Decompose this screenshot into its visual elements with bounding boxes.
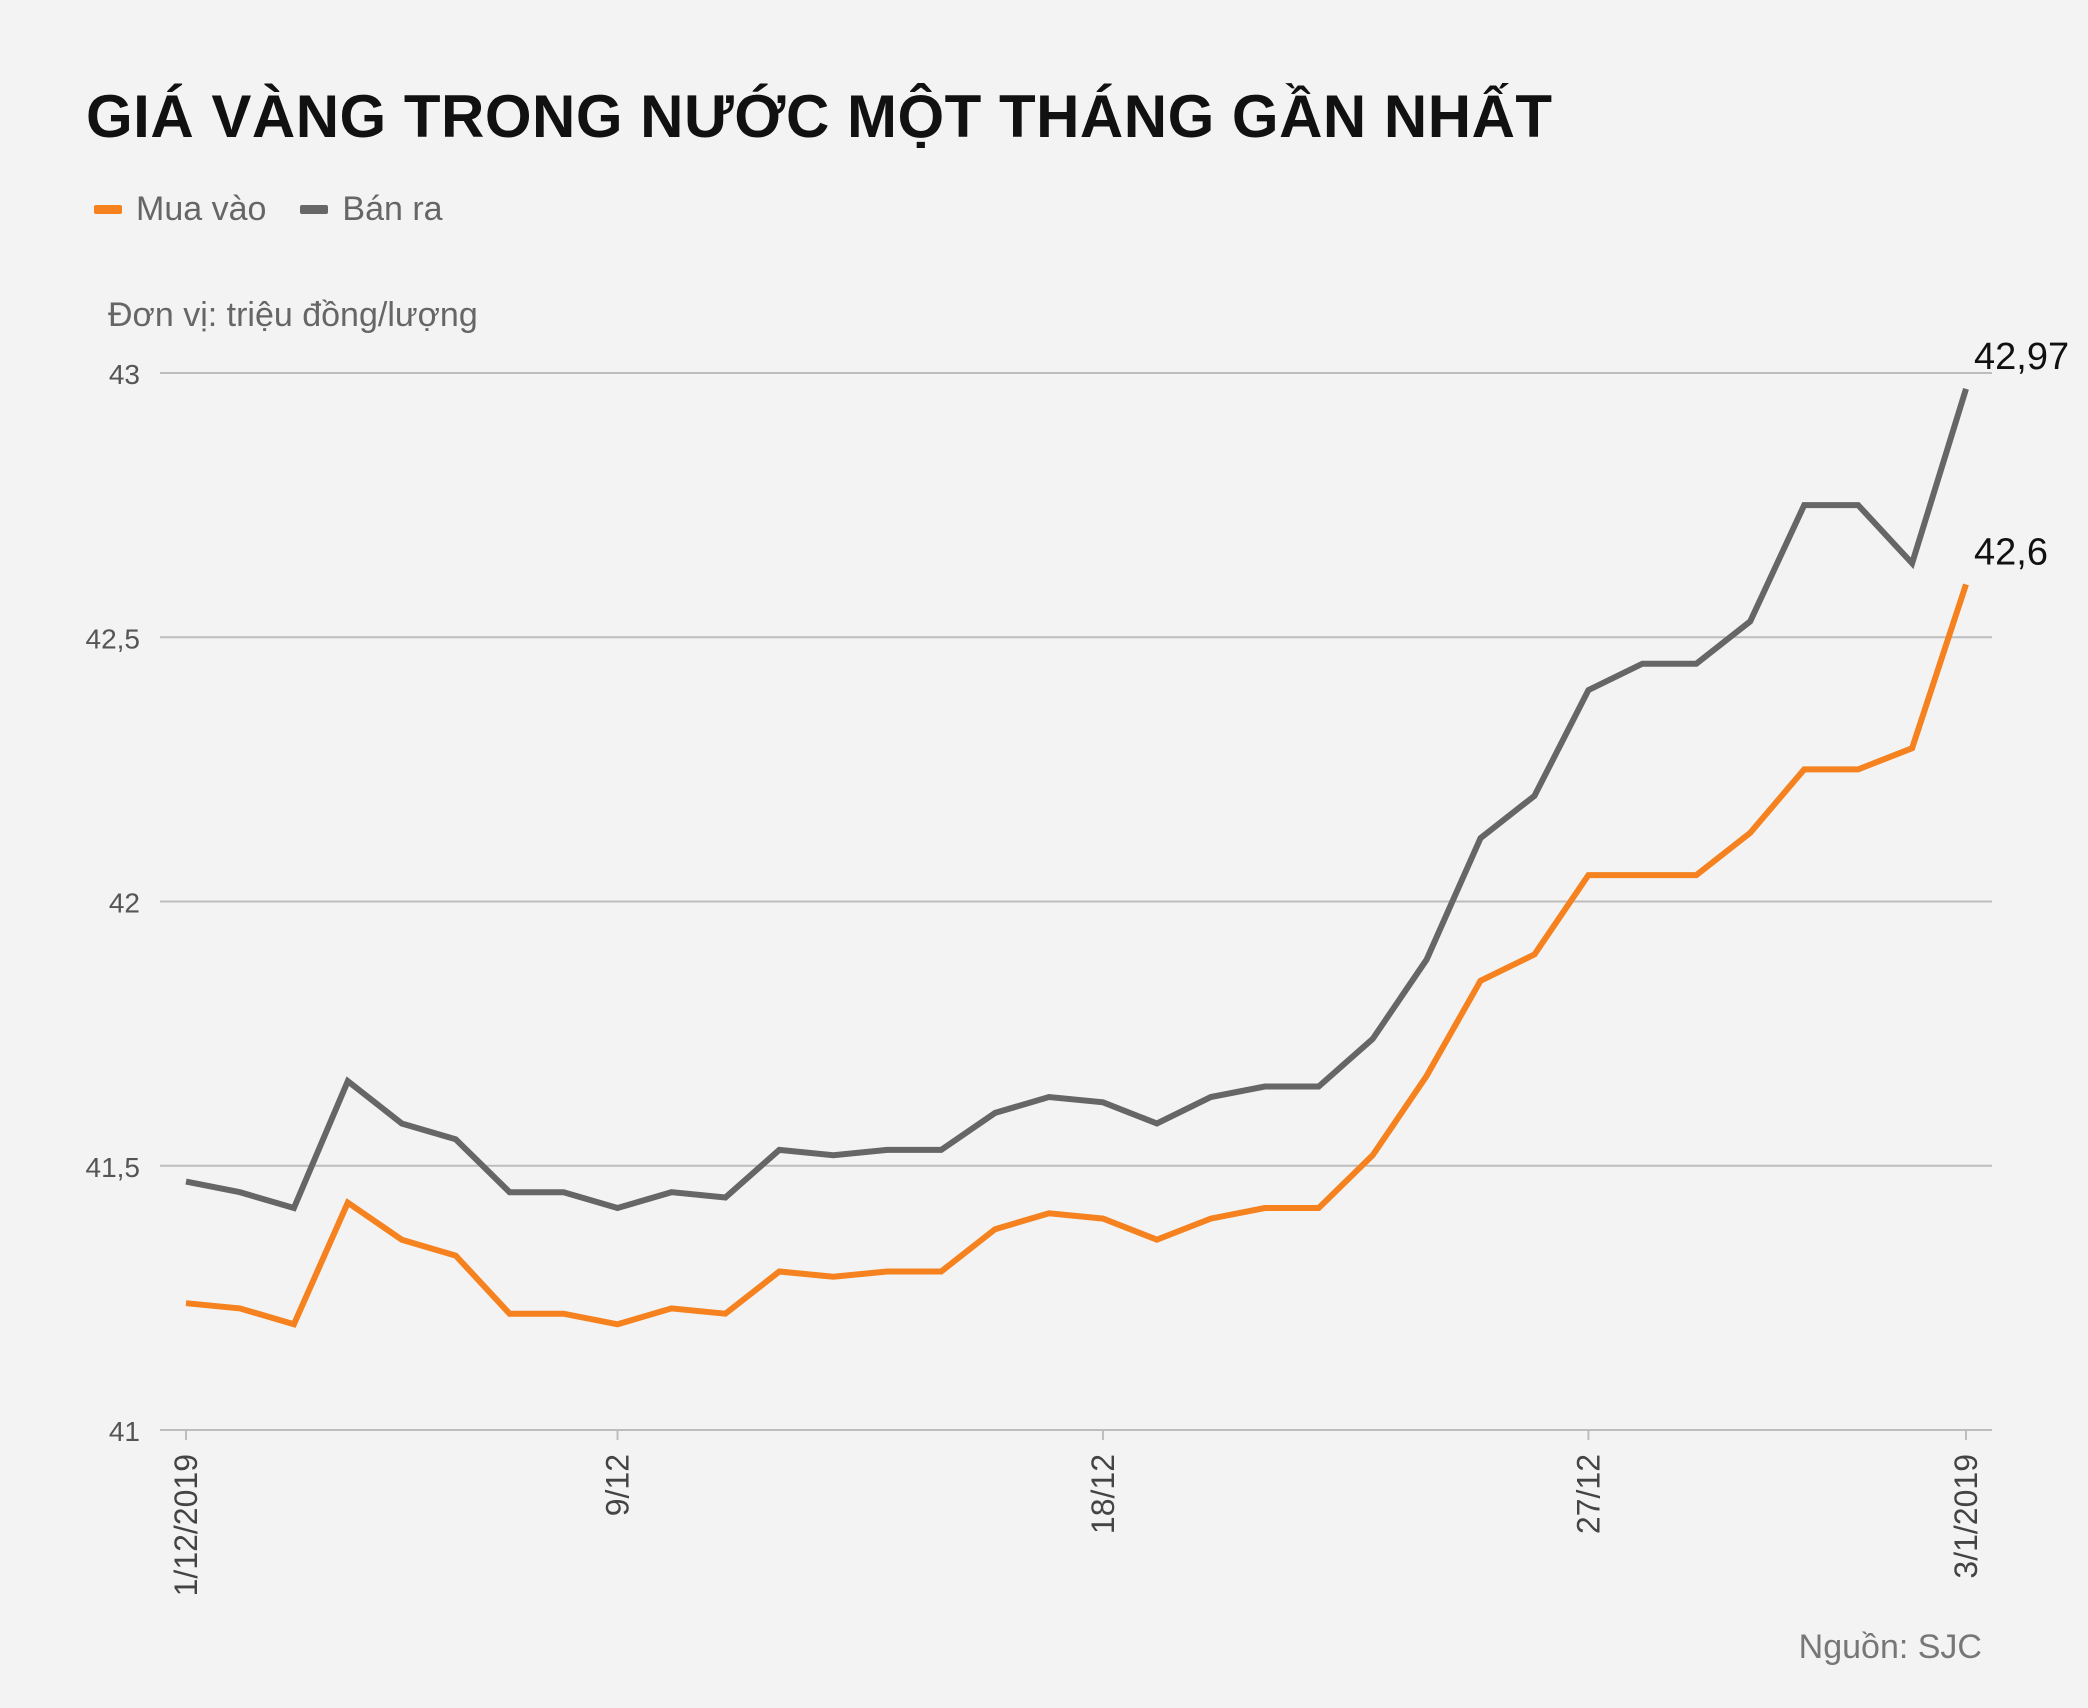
source-note: Nguồn: SJC <box>1798 1628 1982 1666</box>
x-tick-label: 27/12 <box>1570 1454 1606 1534</box>
x-tick-label: 1/12/2019 <box>168 1454 204 1596</box>
y-tick-label: 41 <box>109 1416 140 1447</box>
legend-swatch-mua-vao <box>94 205 122 214</box>
end-value-label: 42,6 <box>1974 531 2048 573</box>
legend-item-ban-ra: Bán ra <box>300 190 443 229</box>
y-tick-label: 43 <box>109 359 140 390</box>
series-line-ban-ra <box>185 388 1969 1212</box>
y-tick-label: 42,5 <box>86 623 141 654</box>
legend: Mua vào Bán ra <box>94 190 443 229</box>
series-line-mua-vao <box>185 583 1969 1328</box>
y-tick-label: 42 <box>109 888 140 919</box>
chart-title: GIÁ VÀNG TRONG NƯỚC MỘT THÁNG GẦN NHẤT <box>86 83 1553 150</box>
x-tick-label: 18/12 <box>1085 1454 1121 1534</box>
legend-label-mua-vao: Mua vào <box>136 190 267 228</box>
unit-note: Đơn vị: triệu đồng/lượng <box>108 296 478 334</box>
legend-label-ban-ra: Bán ra <box>342 190 443 228</box>
y-tick-label: 41,5 <box>86 1152 141 1183</box>
x-tick-label: 3/1/2019 <box>1948 1454 1984 1579</box>
x-tick-label: 9/12 <box>600 1454 636 1516</box>
legend-item-mua-vao: Mua vào <box>94 190 266 229</box>
legend-swatch-ban-ra <box>300 205 329 214</box>
end-value-label: 42,97 <box>1974 336 2069 378</box>
